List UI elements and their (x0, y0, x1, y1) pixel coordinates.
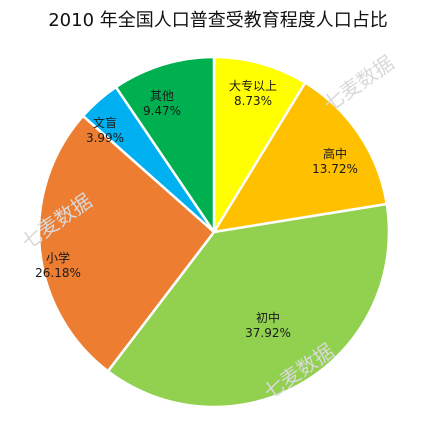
slice-value-label: 9.47% (143, 104, 181, 118)
pie-slice (106, 202, 391, 409)
pie-slice (212, 81, 388, 234)
chart-title: 2010 年全国人口普查受教育程度人口占比 (48, 10, 388, 31)
pie-slice (114, 55, 216, 234)
slice-category-label: 文盲 (93, 115, 117, 130)
slice-value-label: 3.99% (86, 131, 124, 145)
slice-value-label: 8.73% (234, 94, 272, 108)
pie-slices (37, 55, 391, 409)
pie-slice (212, 55, 307, 234)
slice-value-label: 13.72% (312, 162, 358, 176)
slice-value-label: 37.92% (245, 326, 291, 340)
slice-category-label: 高中 (323, 146, 347, 161)
slice-category-label: 大专以上 (229, 78, 277, 93)
pie-slice (37, 114, 216, 373)
slice-category-label: 初中 (256, 310, 280, 325)
slice-category-label: 其他 (150, 89, 174, 103)
watermark-top-right: 七麦数据 (319, 51, 398, 117)
slice-value-label: 26.18% (35, 266, 81, 280)
slice-category-label: 小学 (46, 250, 70, 265)
